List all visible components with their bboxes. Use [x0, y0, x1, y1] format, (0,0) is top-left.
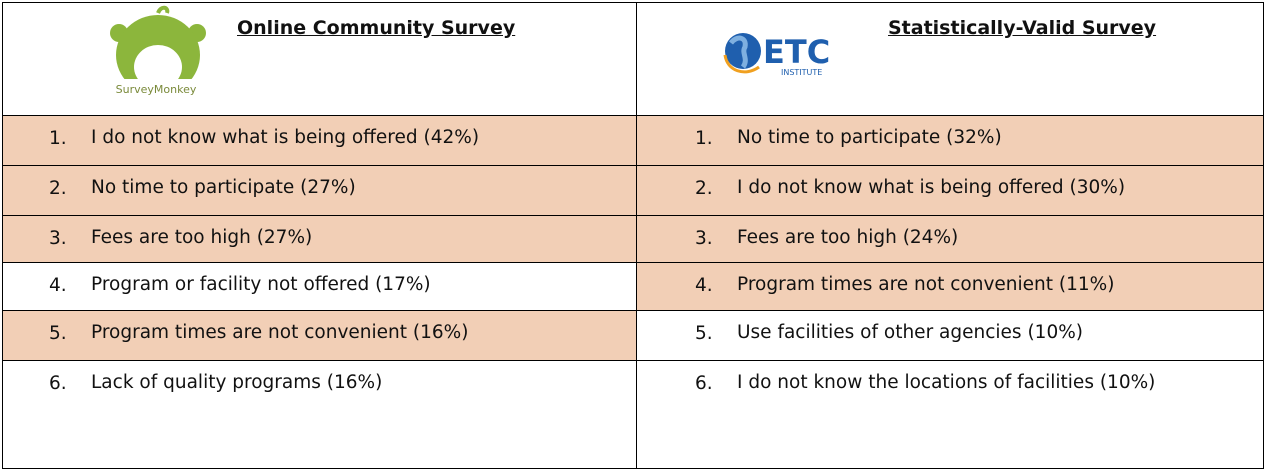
item-text: Lack of quality programs (16%)	[91, 372, 383, 393]
item-row: 3. Fees are too high (27%) 3. Fees are too …	[2, 215, 1264, 263]
item-cell: 4. Program times are not convenient (11%)	[636, 262, 1264, 311]
header-cell: ETC INSTITUTE Statistically-Valid Survey	[636, 2, 1264, 116]
item-number: 3.	[49, 228, 67, 249]
item: 4. Program times are not convenient (11%)	[637, 263, 1263, 299]
item-cell: 5. Use facilities of other agencies (10%)	[636, 310, 1264, 361]
item-text: No time to participate (32%)	[737, 127, 1002, 148]
item-row: 1. I do not know what is being offered (4…	[2, 115, 1264, 166]
item-number: 1.	[695, 128, 713, 149]
item-text: Program or facility not offered (17%)	[91, 274, 431, 295]
item-text: I do not know what is being offered (30%…	[737, 177, 1126, 198]
column-title: Statistically-Valid Survey	[888, 17, 1157, 39]
item: 4. Program or facility not offered (17%)	[3, 263, 636, 299]
item: 2. I do not know what is being offered (3…	[637, 166, 1263, 202]
item: 3. Fees are too high (24%)	[637, 216, 1263, 252]
header-cell: SurveyMonkey Online Community Survey	[2, 2, 637, 116]
item-number: 6.	[695, 373, 713, 394]
item: 5. Use facilities of other agencies (10%)	[637, 311, 1263, 347]
item-text: Program times are not convenient (11%)	[737, 274, 1115, 295]
item-text: Fees are too high (27%)	[91, 227, 313, 248]
item-number: 1.	[49, 128, 67, 149]
item-text: Fees are too high (24%)	[737, 227, 959, 248]
item-cell: 5. Program times are not convenient (16%)	[2, 310, 637, 361]
item: 6. Lack of quality programs (16%)	[3, 361, 636, 397]
item-number: 4.	[695, 275, 713, 296]
item-number: 3.	[695, 228, 713, 249]
item: 6. I do not know the locations of facilit…	[637, 361, 1263, 397]
item-row: 6. Lack of quality programs (16%) 6. I do n…	[2, 360, 1264, 469]
item-number: 2.	[49, 178, 67, 199]
item-cell: 6. I do not know the locations of facilit…	[636, 360, 1264, 469]
item-cell: 2. I do not know what is being offered (3…	[636, 165, 1264, 216]
item-cell: 6. Lack of quality programs (16%)	[2, 360, 637, 469]
surveymonkey-logo: SurveyMonkey	[103, 5, 213, 99]
item-number: 2.	[695, 178, 713, 199]
item-row: 2. No time to participate (27%) 2. I do not…	[2, 165, 1264, 216]
item: 2. No time to participate (27%)	[3, 166, 636, 202]
item-number: 4.	[49, 275, 67, 296]
column-title: Online Community Survey	[237, 17, 516, 39]
item-cell: 3. Fees are too high (27%)	[2, 215, 637, 263]
item-number: 6.	[49, 373, 67, 394]
item-cell: 3. Fees are too high (24%)	[636, 215, 1264, 263]
header-row: SurveyMonkey Online Community Survey ETC…	[2, 2, 1264, 116]
item-text: No time to participate (27%)	[91, 177, 356, 198]
item: 1. I do not know what is being offered (4…	[3, 116, 636, 152]
item: 3. Fees are too high (27%)	[3, 216, 636, 252]
item: 1. No time to participate (32%)	[637, 116, 1263, 152]
item-number: 5.	[49, 323, 67, 344]
item-text: Use facilities of other agencies (10%)	[737, 322, 1084, 343]
item-cell: 1. I do not know what is being offered (4…	[2, 115, 637, 166]
item-cell: 1. No time to participate (32%)	[636, 115, 1264, 166]
logo-text: ETC	[763, 33, 830, 71]
item-text: I do not know what is being offered (42%…	[91, 127, 480, 148]
item-number: 5.	[695, 323, 713, 344]
etc-logo: ETC INSTITUTE	[723, 33, 830, 77]
item-row: 4. Program or facility not offered (17%) 4…	[2, 262, 1264, 311]
item-row: 5. Program times are not convenient (16%)…	[2, 310, 1264, 361]
item-cell: 4. Program or facility not offered (17%)	[2, 262, 637, 311]
item-text: Program times are not convenient (16%)	[91, 322, 469, 343]
logo-text: SurveyMonkey	[116, 83, 197, 96]
logo-subtext: INSTITUTE	[781, 68, 822, 77]
item-cell: 2. No time to participate (27%)	[2, 165, 637, 216]
item-text: I do not know the locations of facilitie…	[737, 372, 1156, 393]
item: 5. Program times are not convenient (16%)	[3, 311, 636, 347]
